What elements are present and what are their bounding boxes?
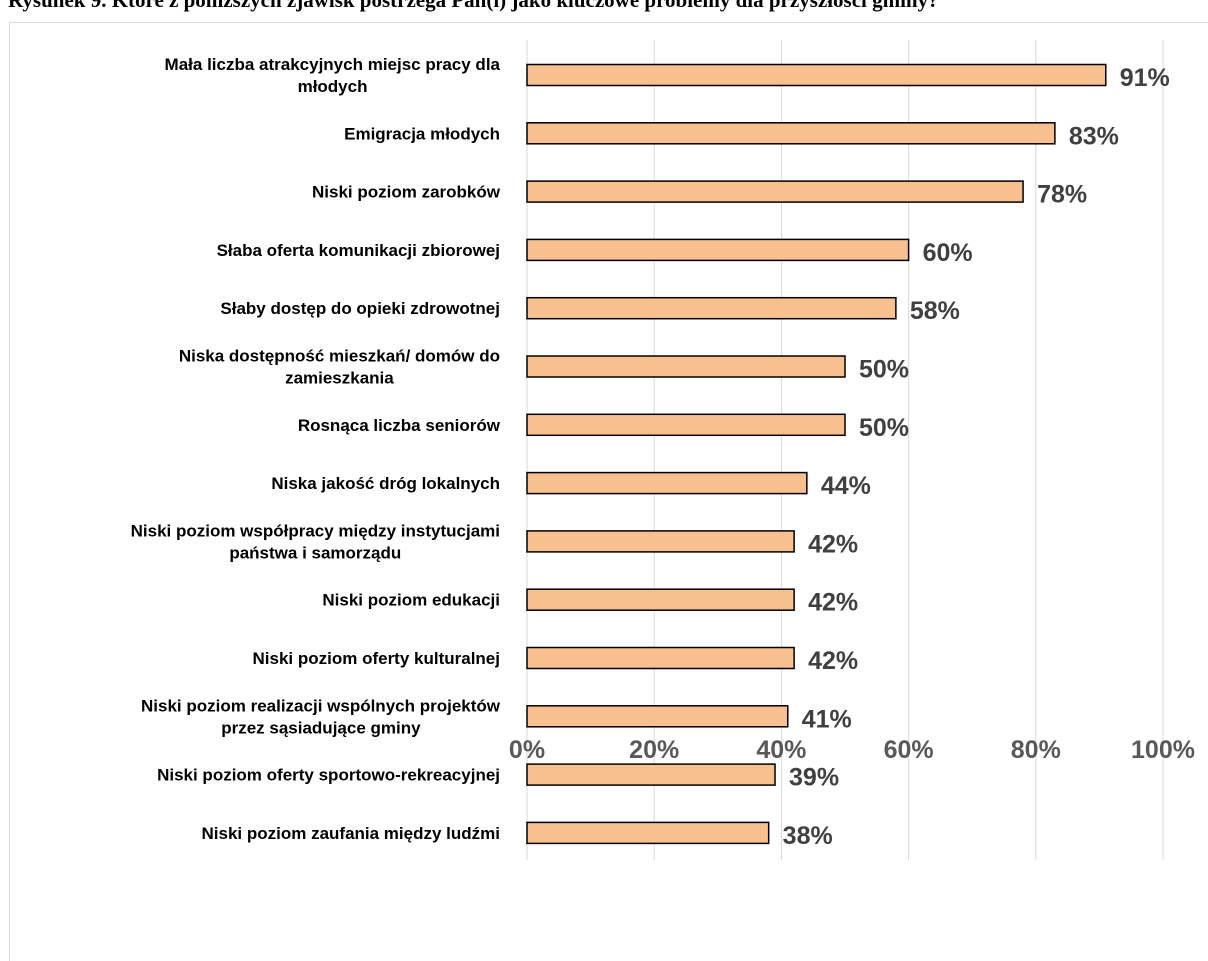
x-tick-label: 40% (756, 736, 806, 764)
bar (526, 588, 795, 611)
category-label: Niski poziom edukacji (322, 591, 500, 610)
category-label: Niski poziom zaufania między ludźmi (202, 824, 501, 843)
category-label: Niska jakość dróg lokalnych (271, 474, 500, 493)
x-tick-label: 60% (884, 736, 934, 764)
category-label: Słaba oferta komunikacji zbiorowej (217, 241, 500, 260)
data-label: 78% (1037, 181, 1087, 209)
data-label: 41% (802, 705, 852, 733)
category-label: Emigracja młodych (344, 124, 500, 143)
category-label: państwa i samorządu (229, 543, 401, 562)
bar (526, 63, 1107, 87)
x-tick-label: 80% (1011, 736, 1061, 764)
bar (526, 705, 789, 728)
data-label: 42% (808, 647, 858, 675)
data-label: 60% (923, 239, 973, 267)
category-label: Rosnąca liczba seniorów (298, 416, 501, 435)
category-label: Niski poziom zarobków (312, 183, 501, 202)
bar (526, 180, 1024, 203)
category-label: Niska dostępność mieszkań/ domów do (179, 347, 500, 366)
bar (526, 238, 910, 262)
category-label: Mała liczba atrakcyjnych miejsc pracy dl… (165, 55, 501, 74)
bar (526, 530, 795, 553)
category-label: Niski poziom oferty sportowo-rekreacyjne… (157, 766, 500, 785)
category-label: przez sąsiadujące gminy (221, 718, 421, 737)
bar (526, 471, 808, 495)
data-label: 42% (808, 530, 858, 558)
data-label: 39% (789, 764, 839, 792)
category-label: młodych (298, 77, 368, 96)
category-label: Niski poziom oferty kulturalnej (253, 649, 501, 668)
bar (526, 821, 770, 845)
data-label: 83% (1069, 122, 1119, 150)
bar (526, 646, 795, 670)
category-label: Niski poziom realizacji wspólnych projek… (141, 696, 501, 715)
data-label: 50% (859, 414, 909, 442)
category-label: zamieszkania (285, 369, 394, 388)
page-title: Rysunek 9. Które z poniższych zjawisk po… (8, 0, 939, 12)
category-label: Niski poziom współpracy między instytucj… (131, 521, 500, 540)
bar (526, 413, 846, 437)
data-label: 38% (783, 822, 833, 850)
chart-frame (9, 22, 1208, 961)
bar (526, 763, 776, 786)
x-tick-label: 20% (629, 736, 679, 764)
x-tick-label: 0% (509, 736, 545, 764)
category-label: Słaby dostęp do opieki zdrowotnej (220, 299, 500, 318)
x-tick-label: 100% (1131, 736, 1195, 764)
bar (526, 355, 846, 378)
bar (526, 122, 1056, 145)
data-label: 42% (808, 589, 858, 617)
data-label: 58% (910, 297, 960, 325)
data-label: 91% (1120, 64, 1170, 92)
data-label: 50% (859, 356, 909, 384)
data-label: 44% (821, 472, 871, 500)
bar (526, 296, 897, 320)
